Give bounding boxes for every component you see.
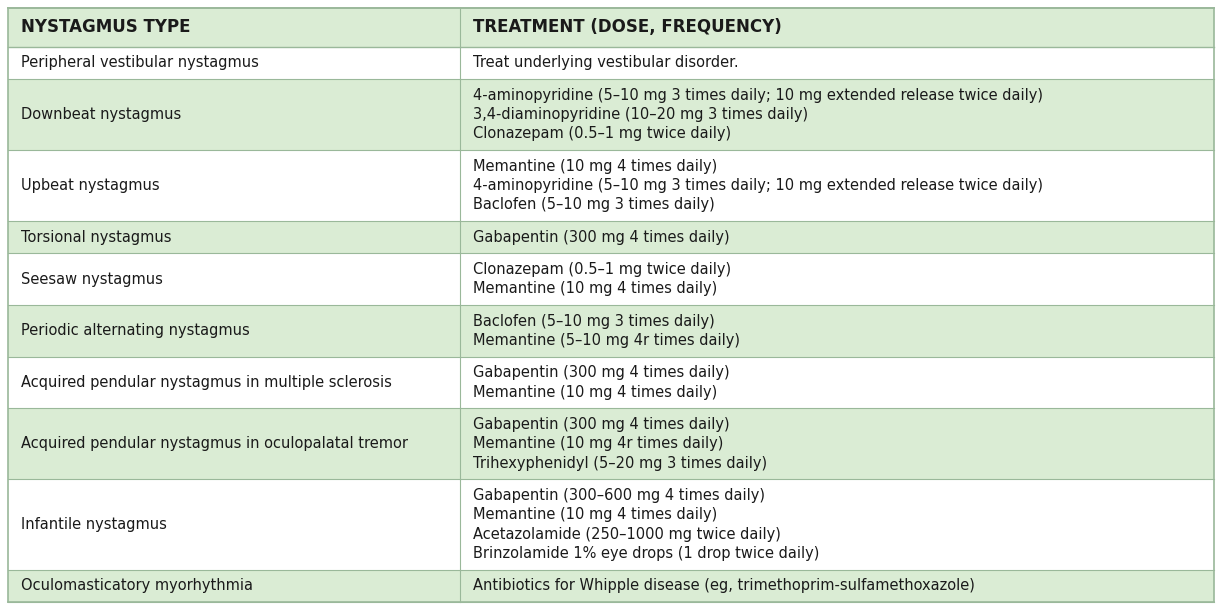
Text: NYSTAGMUS TYPE: NYSTAGMUS TYPE <box>21 18 191 36</box>
Bar <box>9 357 1213 408</box>
Text: Seesaw nystagmus: Seesaw nystagmus <box>21 271 163 287</box>
Text: Upbeat nystagmus: Upbeat nystagmus <box>21 178 160 193</box>
Text: Acetazolamide (250–1000 mg twice daily): Acetazolamide (250–1000 mg twice daily) <box>473 526 781 542</box>
Text: Antibiotics for Whipple disease (eg, trimethoprim-sulfamethoxazole): Antibiotics for Whipple disease (eg, tri… <box>473 578 975 594</box>
Text: Gabapentin (300 mg 4 times daily): Gabapentin (300 mg 4 times daily) <box>473 229 730 245</box>
Text: Periodic alternating nystagmus: Periodic alternating nystagmus <box>21 323 249 339</box>
Text: Clonazepam (0.5–1 mg twice daily): Clonazepam (0.5–1 mg twice daily) <box>473 262 732 277</box>
Text: Acquired pendular nystagmus in oculopalatal tremor: Acquired pendular nystagmus in oculopala… <box>21 436 408 451</box>
Text: Clonazepam (0.5–1 mg twice daily): Clonazepam (0.5–1 mg twice daily) <box>473 126 732 142</box>
Text: TREATMENT (DOSE, FREQUENCY): TREATMENT (DOSE, FREQUENCY) <box>473 18 782 36</box>
Text: 3,4-diaminopyridine (10–20 mg 3 times daily): 3,4-diaminopyridine (10–20 mg 3 times da… <box>473 107 809 122</box>
Text: Memantine (10 mg 4 times daily): Memantine (10 mg 4 times daily) <box>473 385 717 400</box>
Text: Baclofen (5–10 mg 3 times daily): Baclofen (5–10 mg 3 times daily) <box>473 197 715 212</box>
Text: 4-aminopyridine (5–10 mg 3 times daily; 10 mg extended release twice daily): 4-aminopyridine (5–10 mg 3 times daily; … <box>473 88 1044 102</box>
Text: Oculomasticatory myorhythmia: Oculomasticatory myorhythmia <box>21 578 253 594</box>
Text: Trihexyphenidyl (5–20 mg 3 times daily): Trihexyphenidyl (5–20 mg 3 times daily) <box>473 456 767 471</box>
Text: Brinzolamide 1% eye drops (1 drop twice daily): Brinzolamide 1% eye drops (1 drop twice … <box>473 546 820 561</box>
Text: Peripheral vestibular nystagmus: Peripheral vestibular nystagmus <box>21 56 259 70</box>
Text: Baclofen (5–10 mg 3 times daily): Baclofen (5–10 mg 3 times daily) <box>473 314 715 329</box>
Text: Gabapentin (300 mg 4 times daily): Gabapentin (300 mg 4 times daily) <box>473 417 730 432</box>
Bar <box>9 570 1213 602</box>
Bar <box>9 408 1213 479</box>
Text: Acquired pendular nystagmus in multiple sclerosis: Acquired pendular nystagmus in multiple … <box>21 375 392 390</box>
Text: Gabapentin (300–600 mg 4 times daily): Gabapentin (300–600 mg 4 times daily) <box>473 488 765 503</box>
Text: Infantile nystagmus: Infantile nystagmus <box>21 517 167 532</box>
Text: Memantine (10 mg 4r times daily): Memantine (10 mg 4r times daily) <box>473 436 723 451</box>
Text: Memantine (10 mg 4 times daily): Memantine (10 mg 4 times daily) <box>473 281 717 296</box>
Text: Torsional nystagmus: Torsional nystagmus <box>21 229 171 245</box>
Text: Gabapentin (300 mg 4 times daily): Gabapentin (300 mg 4 times daily) <box>473 365 730 381</box>
Bar <box>9 479 1213 570</box>
Text: 4-aminopyridine (5–10 mg 3 times daily; 10 mg extended release twice daily): 4-aminopyridine (5–10 mg 3 times daily; … <box>473 178 1044 193</box>
Bar <box>9 46 1213 79</box>
Bar <box>9 305 1213 357</box>
Bar <box>9 221 1213 253</box>
Text: Memantine (10 mg 4 times daily): Memantine (10 mg 4 times daily) <box>473 159 717 174</box>
Text: Memantine (5–10 mg 4r times daily): Memantine (5–10 mg 4r times daily) <box>473 333 741 348</box>
Text: Downbeat nystagmus: Downbeat nystagmus <box>21 107 181 122</box>
Bar <box>9 150 1213 221</box>
Text: Memantine (10 mg 4 times daily): Memantine (10 mg 4 times daily) <box>473 508 717 522</box>
Bar <box>9 253 1213 305</box>
Bar <box>9 79 1213 150</box>
Bar <box>9 8 1213 46</box>
Text: Treat underlying vestibular disorder.: Treat underlying vestibular disorder. <box>473 56 739 70</box>
